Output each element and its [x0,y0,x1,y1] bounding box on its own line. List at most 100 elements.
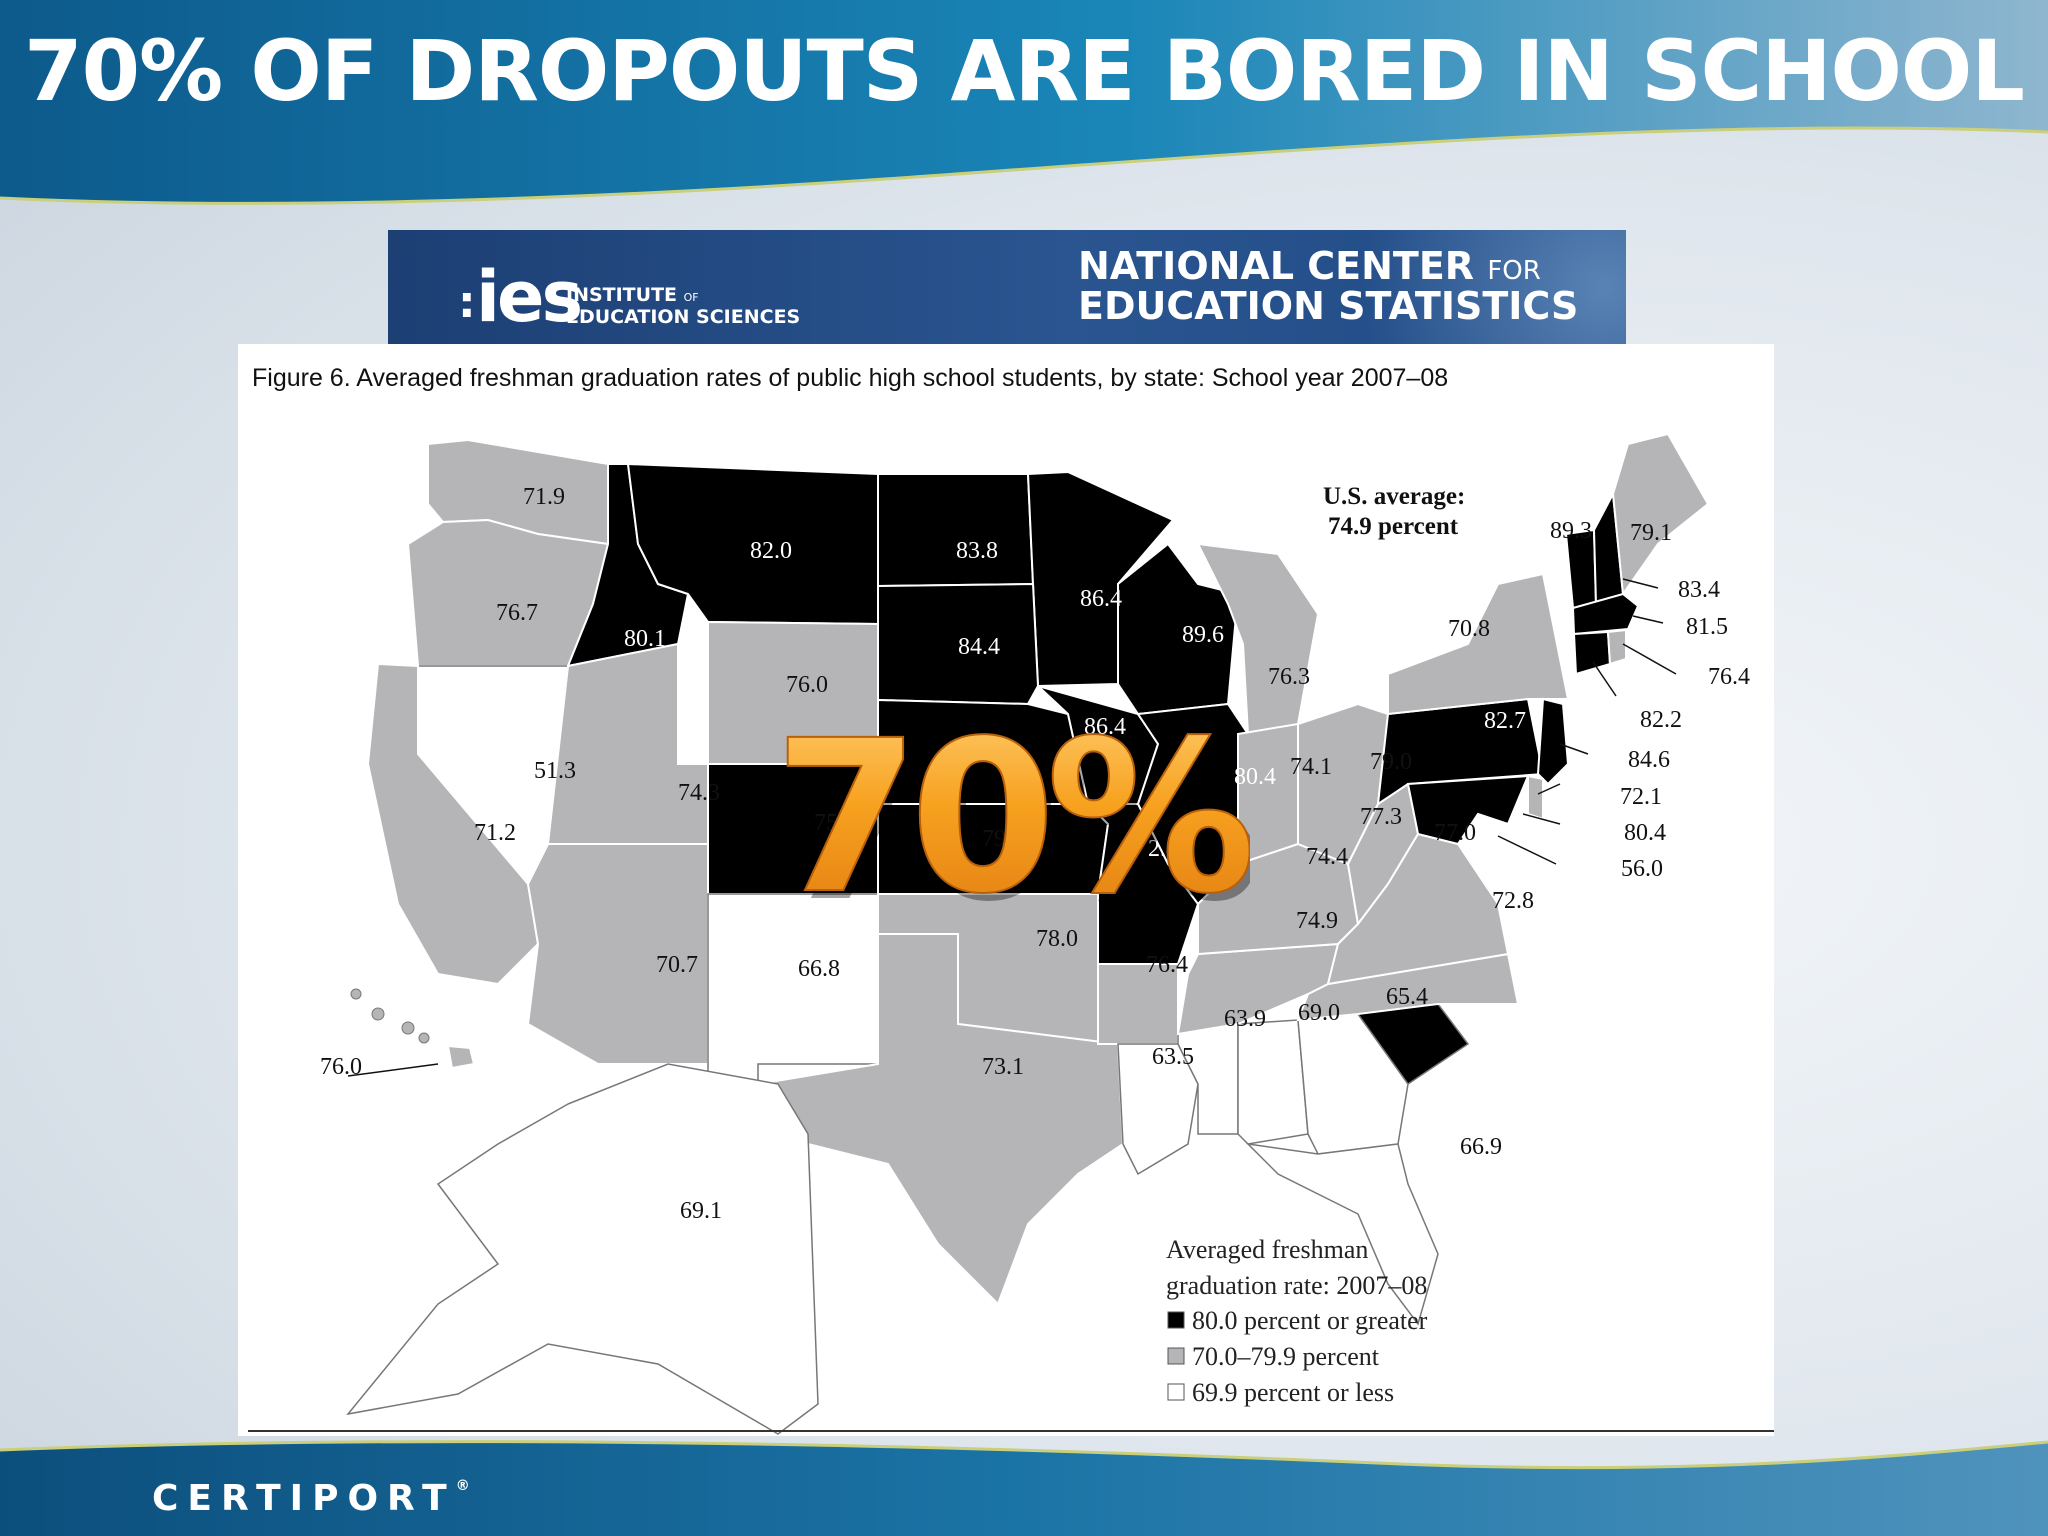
state-value-tn: 74.9 [1296,908,1338,934]
nces-name-line1: NATIONAL CENTER FOR [1078,244,1541,288]
callout-line [1622,643,1677,675]
state-value-nd: 83.8 [956,538,998,564]
callout-lines [347,578,1677,1077]
state-value-ca: 71.2 [474,820,516,846]
state-wi [1117,542,1240,716]
state-nm [707,893,879,1085]
state-value-az: 70.7 [656,952,698,978]
hawaii-island [371,1007,385,1021]
state-me [1611,432,1710,597]
state-ak [346,1063,819,1435]
callout-line [1522,813,1561,825]
callout-line [1622,578,1659,589]
state-value-ut: 74.3 [678,780,720,806]
state-value-ks-partial: 79 [982,826,1006,852]
callout-line [1559,743,1589,755]
hawaii-island [350,988,362,1000]
state-nd [877,473,1035,588]
state-value-ne-partial: 86.4 [1084,714,1126,740]
state-value-ma: 81.5 [1686,614,1728,640]
state-fl [1245,1142,1439,1326]
state-ri [1606,628,1627,666]
state-value-wy: 76.0 [786,672,828,698]
state-al [1237,1019,1309,1145]
state-value-mo-partial: 2.4 [1148,836,1178,862]
state-value-sd: 84.4 [958,634,1000,660]
state-nj [1536,697,1570,786]
state-value-al: 69.0 [1298,1000,1340,1026]
state-value-co-partial: 75 [814,810,838,836]
state-value-la: 63.5 [1152,1044,1194,1070]
hawaii-island [401,1021,415,1035]
overlay-shadow: 70% [780,703,1250,920]
state-value-me: 79.1 [1630,520,1672,546]
state-value-pa: 82.7 [1484,708,1526,734]
state-value-tx: 73.1 [982,1054,1024,1080]
state-value-nv: 51.3 [534,758,576,784]
legend-label-low: 69.9 percent or less [1192,1378,1394,1407]
figure-bottom-rule [248,1430,1774,1432]
state-ut [546,642,709,845]
overlay-text: 70% [774,695,1250,920]
legend-swatch-low [1167,1383,1185,1401]
figure-panel: Figure 6. Averaged freshman graduation r… [238,344,1774,1436]
footer-band [0,1440,2048,1536]
legend-swatch-mid [1167,1347,1185,1365]
ies-institute: INSTITUTE [566,284,678,306]
legend-label-mid: 70.0–79.9 percent [1192,1342,1380,1371]
callout-line [1592,661,1617,697]
callout-line [1632,615,1664,624]
state-value-oh: 79.0 [1370,749,1412,775]
hawaii-islands [350,988,430,1044]
ies-name-line2: EDUCATION SCIENCES [566,306,801,328]
state-value-nj: 84.6 [1628,747,1670,773]
nces-name-line2: EDUCATION STATISTICS [1078,284,1579,328]
state-value-wi: 89.6 [1182,622,1224,648]
state-value-id: 80.1 [624,626,666,652]
state-value-or: 76.7 [496,600,538,626]
ies-nces-banner: : ies INSTITUTE OF EDUCATION SCIENCES NA… [388,230,1626,345]
header-band [0,0,2048,206]
state-value-ky: 74.4 [1306,844,1348,870]
state-value-vt: 89.3 [1550,518,1592,544]
callout-line [1497,835,1557,865]
nces-for: FOR [1487,256,1541,286]
legend: Averaged freshman graduation rate: 2007–… [1166,1235,1428,1407]
state-hi [446,1044,476,1070]
state-value-nm: 66.8 [798,956,840,982]
legend-label-high: 80.0 percent or greater [1192,1306,1428,1335]
hawaii-island [418,1032,430,1044]
state-value-ms: 63.9 [1224,1006,1266,1032]
ies-logo-text: ies [476,256,583,338]
state-value-wv: 77.3 [1360,804,1402,830]
state-value-in: 74.1 [1290,754,1332,780]
state-value-mt: 82.0 [750,538,792,564]
state-value-de: 72.1 [1620,784,1662,810]
state-ma [1571,592,1640,636]
state-value-nc: 72.8 [1492,888,1534,914]
callout-line [347,1063,439,1077]
banner-glow [1206,230,1626,345]
ies-name-line1: INSTITUTE OF [566,284,699,306]
state-value-ga: 65.4 [1386,984,1428,1010]
state-nc [1296,952,1520,1022]
state-value-fl: 66.9 [1460,1134,1502,1160]
legend-swatch-high [1167,1311,1185,1329]
callout-line [1537,783,1561,795]
state-de [1527,774,1544,821]
certiport-logo: CERTIPORT® [152,1478,470,1519]
state-value-ny: 70.8 [1448,616,1490,642]
state-value-ar: 76.4 [1146,952,1188,978]
slide-title: 70% OF DROPOUTS ARE BORED IN SCHOOL [24,22,2025,120]
state-value-nh: 83.4 [1678,577,1720,603]
state-value-dc: 56.0 [1621,856,1663,882]
nces-national-center: NATIONAL CENTER [1078,244,1475,288]
state-value-il: 80.4 [1234,764,1276,790]
state-value-wa: 71.9 [523,484,565,510]
us-average-line1: U.S. average: [1323,483,1465,510]
state-value-hi: 76.0 [320,1054,362,1080]
state-ct [1572,630,1612,676]
state-value-ri: 76.4 [1708,664,1750,690]
certiport-wordmark: CERTIPORT [152,1478,456,1519]
state-value-ak: 69.1 [680,1198,722,1224]
